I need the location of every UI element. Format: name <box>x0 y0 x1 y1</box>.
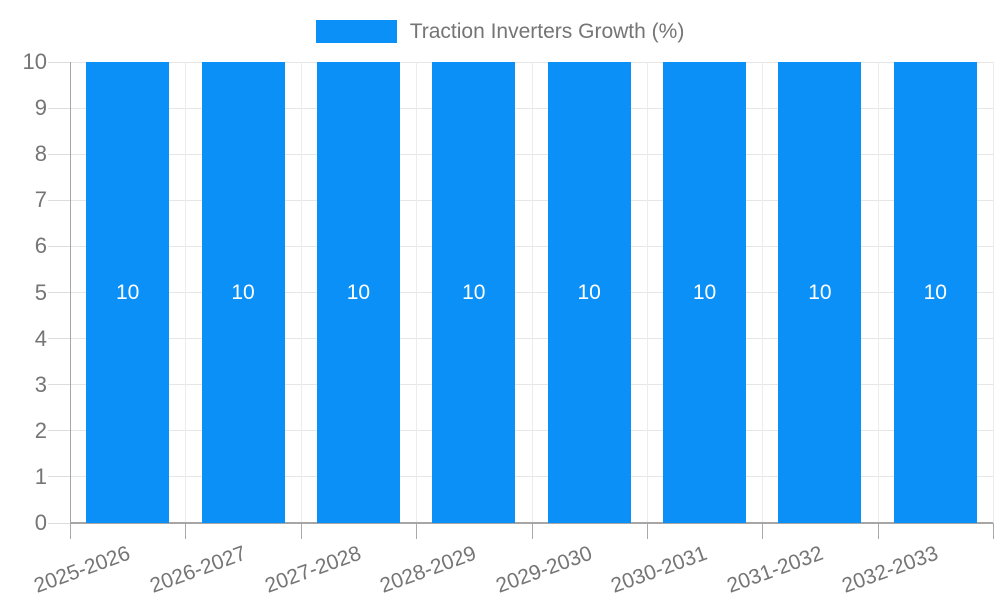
bar[interactable] <box>778 62 862 523</box>
x-tick-mark <box>300 523 302 539</box>
y-tick-label: 9 <box>34 95 47 121</box>
y-axis-line <box>70 62 71 524</box>
bar-value-label: 10 <box>923 280 947 304</box>
x-tick-mark <box>416 523 418 539</box>
x-gridline <box>762 62 764 523</box>
x-gridline <box>300 62 302 523</box>
y-tick-mark <box>48 476 70 478</box>
x-gridline <box>646 62 648 523</box>
x-category-label: 2030-2031 <box>608 541 711 598</box>
bar[interactable] <box>663 62 747 523</box>
x-gridline <box>185 62 187 523</box>
x-category-label: 2029-2030 <box>492 541 595 598</box>
y-tick-mark <box>48 384 70 386</box>
bar-value-label: 10 <box>808 280 832 304</box>
y-tick-mark <box>48 430 70 432</box>
bar-value-label: 10 <box>231 280 255 304</box>
x-tick-mark <box>993 523 994 539</box>
y-tick-mark <box>48 199 70 201</box>
y-tick-label: 8 <box>34 141 47 167</box>
bar[interactable] <box>893 62 977 523</box>
y-tick-label: 3 <box>34 371 47 397</box>
y-tick-mark <box>48 107 70 109</box>
y-tick-label: 1 <box>34 463 47 489</box>
x-category-label: 2026-2027 <box>146 541 249 598</box>
bar-value-label: 10 <box>462 280 486 304</box>
x-tick-mark <box>877 523 879 539</box>
x-gridline <box>416 62 418 523</box>
y-tick-mark <box>48 522 70 524</box>
x-category-label: 2032-2033 <box>838 541 942 598</box>
x-tick-mark <box>185 523 187 539</box>
x-tick-mark <box>762 523 764 539</box>
x-axis-line <box>70 522 993 524</box>
x-gridline <box>531 62 533 523</box>
bar-value-label: 10 <box>116 280 140 304</box>
bar-value-label: 10 <box>577 280 601 304</box>
x-gridline <box>993 62 994 523</box>
y-tick-label: 4 <box>34 325 47 351</box>
y-tick-label: 6 <box>34 233 47 259</box>
y-tick-label: 2 <box>34 417 47 443</box>
y-tick-label: 5 <box>34 279 47 305</box>
x-category-label: 2031-2032 <box>723 541 826 598</box>
y-tick-label: 0 <box>34 510 47 535</box>
y-tick-mark <box>48 245 70 247</box>
x-tick-mark <box>531 523 533 539</box>
bar[interactable] <box>432 62 516 523</box>
x-gridline <box>877 62 879 523</box>
bar[interactable] <box>86 62 170 523</box>
y-tick-label: 10 <box>22 49 47 74</box>
y-tick-mark <box>48 153 70 155</box>
legend: Traction Inverters Growth (%) <box>0 20 1000 43</box>
y-tick-mark <box>48 61 70 63</box>
y-tick-mark <box>48 338 70 340</box>
y-tick-label: 7 <box>34 187 47 213</box>
bar[interactable] <box>547 62 631 523</box>
legend-swatch <box>315 20 397 43</box>
bar[interactable] <box>316 62 400 523</box>
x-tick-mark <box>646 523 648 539</box>
x-category-label: 2025-2026 <box>31 541 134 598</box>
y-tick-mark <box>48 292 70 293</box>
legend-label: Traction Inverters Growth (%) <box>409 20 685 43</box>
x-category-label: 2028-2029 <box>377 541 480 598</box>
bar-value-label: 10 <box>692 280 717 304</box>
x-tick-mark <box>70 523 71 539</box>
bar-value-label: 10 <box>346 280 371 304</box>
bar[interactable] <box>201 62 285 523</box>
x-category-label: 2027-2028 <box>261 541 365 598</box>
